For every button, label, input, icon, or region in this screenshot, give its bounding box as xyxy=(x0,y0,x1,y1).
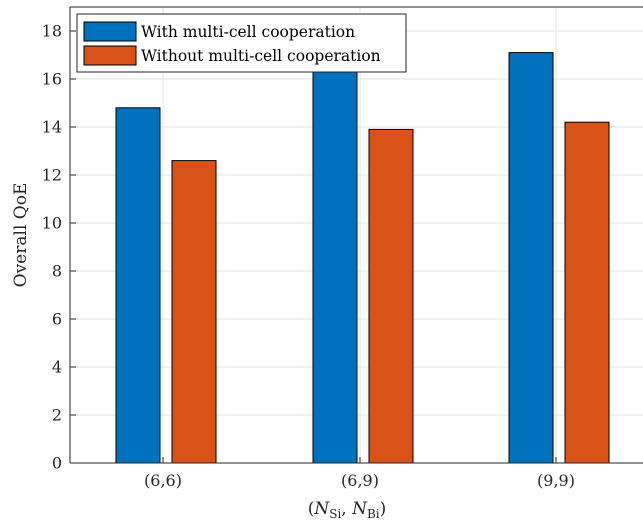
x-axis-label-close: ) xyxy=(380,499,387,519)
legend-label-with: With multi-cell cooperation xyxy=(141,23,355,41)
bars xyxy=(115,52,610,464)
legend: With multi-cell cooperation Without mult… xyxy=(76,13,407,73)
y-tick-label: 16 xyxy=(42,70,62,89)
x-tick-label: (6,6) xyxy=(144,471,182,490)
y-axis-label: Overall QoE xyxy=(11,183,31,288)
x-axis-label-n2: N xyxy=(351,499,368,519)
legend-label-without: Without multi-cell cooperation xyxy=(141,47,381,65)
x-axis-label-n1: N xyxy=(313,499,330,519)
legend-swatch-without xyxy=(83,45,137,66)
x-axis-label-sub2: Bi xyxy=(367,507,380,521)
x-ticks: (6,6) (6,9) (9,9) xyxy=(144,457,575,490)
legend-swatch-with xyxy=(83,21,137,42)
y-tick-label: 2 xyxy=(52,406,62,425)
y-tick-label: 6 xyxy=(52,310,62,329)
y-ticks: 0 2 4 6 8 10 12 14 16 18 xyxy=(42,22,76,473)
bar-with-0 xyxy=(115,107,161,464)
bar-without-0 xyxy=(171,160,217,464)
bar-with-2 xyxy=(508,52,554,464)
x-axis-label-open: ( xyxy=(308,499,315,519)
bar-with-1 xyxy=(312,66,358,464)
y-tick-label: 18 xyxy=(42,22,62,41)
x-axis-label-comma: , xyxy=(341,499,352,519)
bar-without-1 xyxy=(368,128,414,464)
y-tick-label: 0 xyxy=(52,454,62,473)
y-tick-label: 8 xyxy=(52,262,62,281)
x-axis-label-sub1: Si xyxy=(329,507,341,521)
y-tick-label: 14 xyxy=(42,118,62,137)
bar-without-2 xyxy=(564,121,610,464)
x-tick-label: (9,9) xyxy=(537,471,575,490)
axes xyxy=(69,6,643,464)
y-tick-label: 4 xyxy=(52,358,62,377)
x-axis-label: (NSi, NBi) xyxy=(308,499,387,521)
y-tick-label: 10 xyxy=(42,214,62,233)
y-tick-label: 12 xyxy=(42,166,62,185)
x-tick-label: (6,9) xyxy=(341,471,379,490)
